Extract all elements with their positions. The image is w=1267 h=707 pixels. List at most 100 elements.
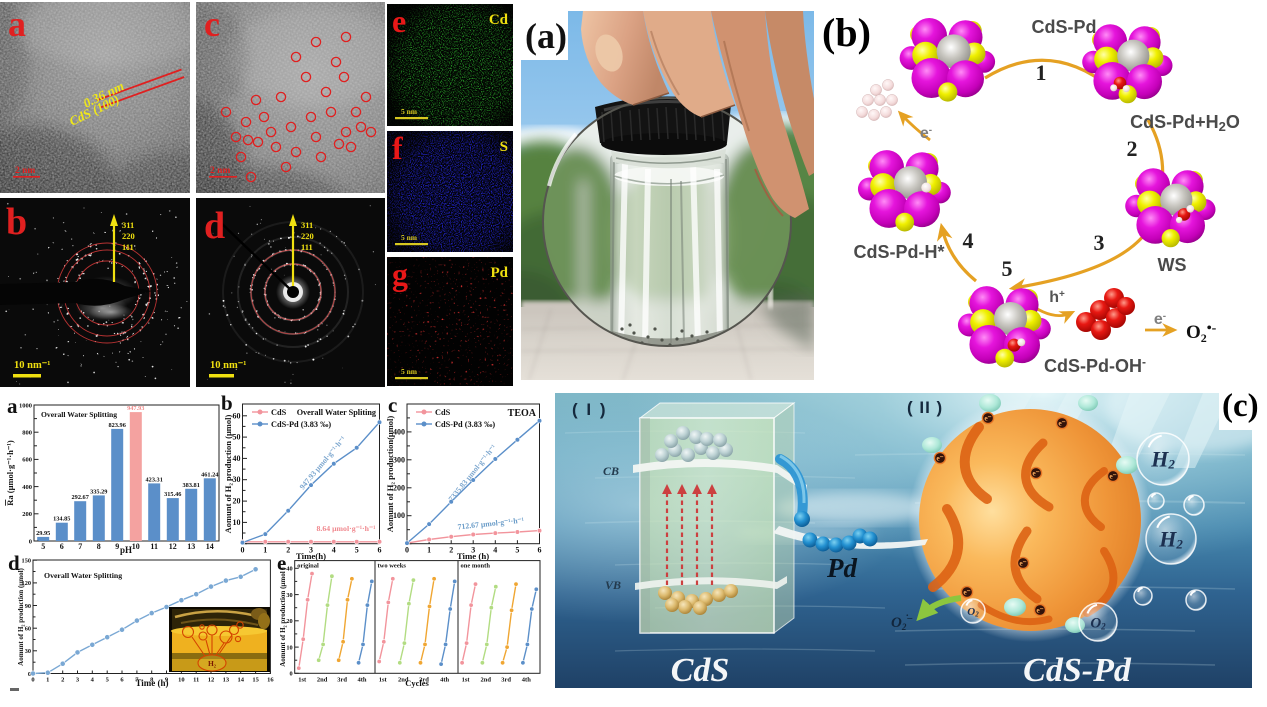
svg-text:134.85: 134.85 (53, 516, 70, 523)
svg-text:383.81: 383.81 (183, 482, 200, 489)
svg-text:CdS-Pd-OH-: CdS-Pd-OH- (1044, 355, 1146, 376)
svg-text:7: 7 (135, 677, 139, 684)
svg-text:Ra (μmol·g⁻¹·h⁻¹): Ra (μmol·g⁻¹·h⁻¹) (5, 440, 15, 506)
svg-text:6: 6 (378, 546, 382, 555)
svg-text:Cd: Cd (489, 12, 509, 28)
svg-text:Overall Water Spliting: Overall Water Spliting (297, 408, 377, 417)
svg-text:9: 9 (115, 542, 119, 551)
svg-text:CdS: CdS (435, 408, 451, 417)
svg-text:10: 10 (286, 644, 292, 651)
svg-text:220: 220 (122, 231, 135, 241)
svg-text:CdS-Pd-H*: CdS-Pd-H* (854, 242, 945, 262)
svg-text:600: 600 (22, 457, 32, 464)
svg-text:8: 8 (150, 677, 154, 684)
svg-text:40: 40 (286, 566, 292, 573)
svg-text:200: 200 (393, 483, 405, 492)
svg-text:d: d (8, 551, 20, 575)
svg-text:original: original (297, 563, 319, 570)
svg-text:0: 0 (241, 546, 245, 555)
svg-text:400: 400 (22, 484, 32, 491)
svg-text:0: 0 (405, 546, 409, 555)
svg-text:Pd: Pd (490, 265, 508, 281)
svg-text:11: 11 (150, 542, 158, 551)
svg-text:2: 2 (449, 546, 453, 555)
svg-text:( II ): ( II ) (907, 398, 943, 417)
svg-text:CdS-Pd (3.83 ‰): CdS-Pd (3.83 ‰) (271, 420, 331, 429)
svg-text:10 nm⁻¹: 10 nm⁻¹ (210, 360, 246, 371)
svg-text:(b): (b) (822, 10, 871, 55)
svg-text:30: 30 (233, 475, 241, 484)
svg-text:3: 3 (309, 546, 313, 555)
svg-text:a: a (7, 394, 18, 418)
svg-text:220: 220 (301, 231, 314, 241)
svg-text:Aomunt of H₂ production (μmol: Aomunt of H₂ production (μmol ) (279, 567, 287, 667)
svg-text:e⁻: e⁻ (1032, 469, 1039, 478)
svg-text:400: 400 (393, 427, 405, 436)
svg-text:20: 20 (233, 497, 241, 506)
svg-text:0: 0 (29, 538, 32, 545)
svg-text:Cycles: Cycles (405, 678, 429, 688)
svg-text:10: 10 (178, 677, 185, 684)
svg-text:292.67: 292.67 (72, 494, 89, 501)
svg-text:800: 800 (22, 430, 32, 437)
svg-text:e: e (392, 4, 406, 39)
svg-text:111: 111 (122, 242, 134, 252)
svg-text:823.96: 823.96 (109, 422, 126, 429)
svg-text:O2•-: O2•- (1186, 321, 1217, 345)
svg-text:1: 1 (427, 546, 431, 555)
svg-text:6: 6 (60, 542, 64, 551)
svg-text:311: 311 (301, 220, 313, 230)
svg-text:O2: O2 (967, 606, 979, 619)
svg-text:8: 8 (97, 542, 101, 551)
svg-text:g: g (392, 257, 408, 292)
svg-text:4: 4 (332, 546, 336, 555)
svg-text:150: 150 (22, 558, 31, 565)
svg-text:15: 15 (252, 677, 259, 684)
svg-text:CdS: CdS (671, 652, 730, 688)
svg-text:14: 14 (206, 542, 214, 551)
svg-text:60: 60 (233, 411, 241, 420)
svg-text:90: 90 (25, 603, 31, 610)
svg-text:3rd: 3rd (501, 676, 511, 683)
svg-text:f: f (392, 131, 403, 166)
svg-text:CdS-Pd+H2O: CdS-Pd+H2O (1130, 112, 1240, 134)
svg-text:5: 5 (355, 546, 359, 555)
svg-text:4th: 4th (522, 676, 531, 683)
svg-text:12: 12 (208, 677, 215, 684)
svg-text:Time (h): Time (h) (135, 678, 168, 688)
svg-text:40: 40 (233, 454, 241, 463)
svg-text:e⁻: e⁻ (1019, 559, 1026, 568)
svg-text:c: c (388, 393, 397, 417)
svg-text:CB: CB (603, 464, 619, 478)
svg-text:1st: 1st (298, 676, 307, 683)
svg-text:315.46: 315.46 (164, 491, 181, 498)
svg-text:c: c (204, 4, 220, 44)
svg-text:120: 120 (22, 580, 31, 587)
svg-text:423.31: 423.31 (146, 476, 163, 483)
svg-text:3rd: 3rd (337, 676, 347, 683)
svg-text:947.93: 947.93 (127, 405, 144, 412)
svg-text:12: 12 (169, 542, 177, 551)
svg-text:2nd: 2nd (481, 676, 492, 683)
svg-text:WS: WS (1158, 255, 1187, 275)
svg-text:712.67 μmol·g⁻¹·h⁻¹: 712.67 μmol·g⁻¹·h⁻¹ (457, 515, 525, 531)
svg-text:( I ): ( I ) (572, 400, 608, 419)
svg-text:e⁻: e⁻ (936, 454, 943, 463)
svg-text:0: 0 (31, 677, 34, 684)
svg-text:Aomunt of H₂ production (μmol): Aomunt of H₂ production (μmol) (17, 567, 25, 665)
svg-text:e⁻: e⁻ (984, 414, 991, 423)
svg-text:e: e (277, 551, 286, 575)
svg-text:100: 100 (393, 511, 405, 520)
svg-text:4: 4 (493, 546, 497, 555)
svg-text:2nd: 2nd (398, 676, 409, 683)
svg-text:6: 6 (120, 677, 124, 684)
svg-text:1st: 1st (462, 676, 471, 683)
svg-text:335.29: 335.29 (90, 488, 107, 495)
svg-text:2 nm: 2 nm (15, 166, 35, 176)
svg-text:e⁻: e⁻ (963, 588, 970, 597)
svg-text:5: 5 (106, 677, 110, 684)
svg-text:8.64 μmol·g⁻¹·h⁻¹: 8.64 μmol·g⁻¹·h⁻¹ (317, 524, 377, 533)
svg-text:4: 4 (91, 677, 95, 684)
svg-text:7: 7 (78, 542, 82, 551)
svg-text:1: 1 (1036, 60, 1047, 85)
